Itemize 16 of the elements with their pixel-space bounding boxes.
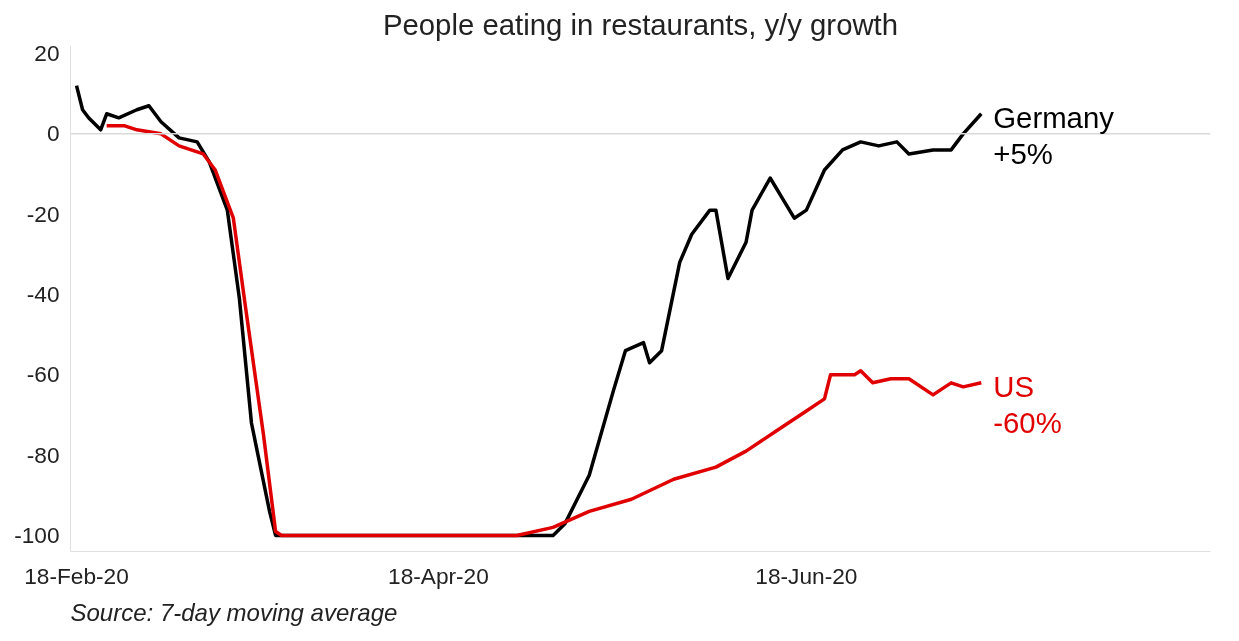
annotation: +5% <box>993 137 1053 171</box>
y-tick-label: -80 <box>26 441 60 468</box>
y-tick-label: -40 <box>26 280 60 307</box>
source-note: Source: 7-day moving average <box>70 598 398 626</box>
x-tick-label: 18-Jun-20 <box>755 562 858 589</box>
x-tick-label: 18-Feb-20 <box>24 562 129 589</box>
y-tick-label: 20 <box>34 40 60 67</box>
series-label: Germany <box>993 101 1115 135</box>
y-tick-label: -60 <box>26 361 60 388</box>
series-label: US <box>993 370 1035 404</box>
annotation: -60% <box>993 406 1062 440</box>
y-tick-label: -100 <box>14 521 60 548</box>
x-tick-label: 18-Apr-20 <box>388 562 489 589</box>
chart-title: People eating in restaurants, y/y growth <box>382 7 899 41</box>
y-tick-label: 0 <box>46 120 60 147</box>
y-tick-label: -20 <box>26 200 60 227</box>
